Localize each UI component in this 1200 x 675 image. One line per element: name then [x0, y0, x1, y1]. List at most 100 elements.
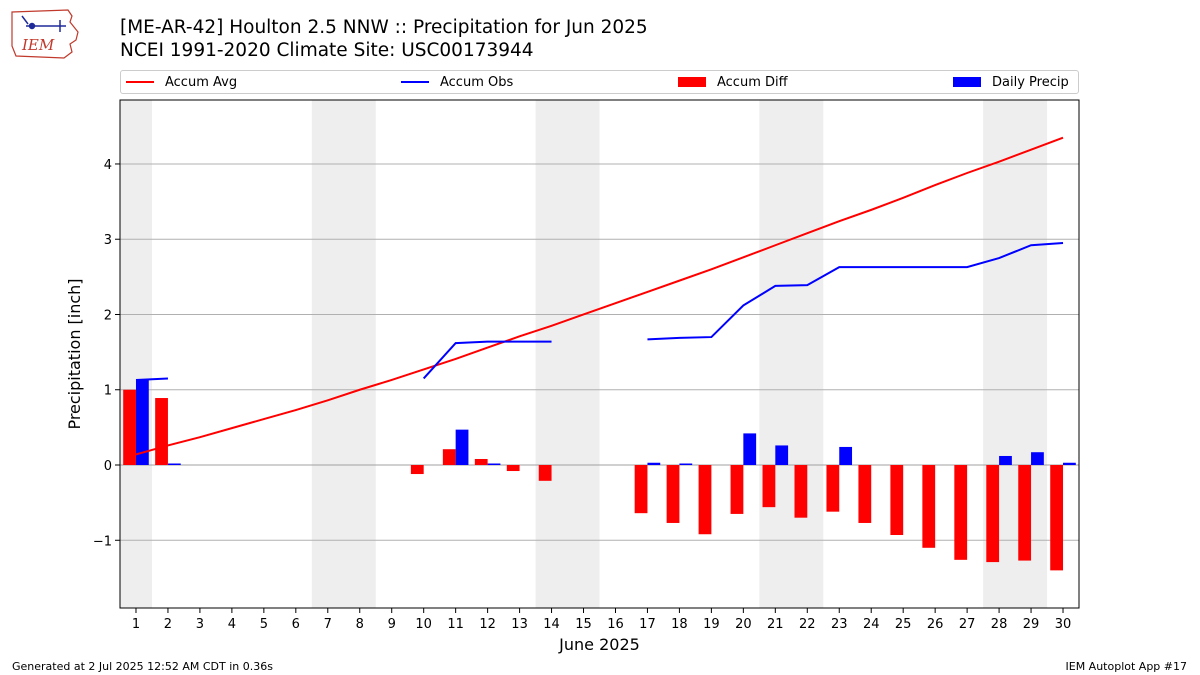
x-tick-label: 2 — [164, 617, 172, 632]
x-tick-label: 4 — [228, 617, 236, 632]
accum-diff-bar — [922, 465, 936, 548]
accum-diff-bar — [858, 465, 872, 523]
chart-subtitle: NCEI 1991-2020 Climate Site: USC00173944 — [120, 40, 534, 61]
accum-diff-bar — [794, 465, 808, 518]
x-tick-label: 27 — [959, 617, 976, 632]
legend-label: Accum Diff — [717, 74, 788, 90]
x-tick-label: 13 — [511, 617, 528, 632]
accum-diff-bar — [410, 465, 424, 475]
x-tick-label: 20 — [735, 617, 752, 632]
y-tick-label: 2 — [104, 308, 112, 323]
x-tick-label: 8 — [356, 617, 364, 632]
x-tick-label: 17 — [639, 617, 656, 632]
x-tick-label: 16 — [607, 617, 624, 632]
x-tick-label: 11 — [447, 617, 464, 632]
y-axis-label: Precipitation [inch] — [65, 278, 84, 429]
accum-diff-bar — [1050, 465, 1064, 571]
x-tick-label: 15 — [575, 617, 592, 632]
logo-text: IEM — [21, 36, 55, 54]
x-tick-label: 12 — [479, 617, 496, 632]
accum-diff-bar — [954, 465, 968, 560]
legend-swatch — [126, 81, 154, 83]
accum-diff-bar — [1018, 465, 1032, 561]
x-tick-label: 25 — [895, 617, 912, 632]
legend-swatch — [953, 77, 981, 87]
legend-label: Accum Avg — [165, 74, 238, 90]
x-tick-label: 5 — [260, 617, 268, 632]
x-tick-label: 9 — [388, 617, 396, 632]
weekend-band — [759, 100, 824, 608]
weather-station-icon — [21, 15, 66, 32]
footer-app-text: IEM Autoplot App #17 — [1065, 660, 1188, 673]
iowa-outline-icon — [11, 9, 79, 59]
accum-diff-bar — [506, 465, 520, 472]
x-tick-label: 14 — [543, 617, 560, 632]
legend-item-daily-precip: Daily Precip — [953, 74, 1069, 90]
y-tick-label: −1 — [93, 534, 112, 549]
daily-precip-bar — [167, 463, 181, 466]
accum-diff-bar — [730, 465, 744, 514]
daily-precip-bar — [839, 446, 853, 466]
accum-diff-bar — [634, 465, 648, 514]
x-tick-label: 23 — [831, 617, 848, 632]
x-tick-label: 18 — [671, 617, 688, 632]
accum-diff-bar — [826, 465, 840, 512]
y-tick-label: 3 — [104, 233, 112, 248]
daily-precip-bar — [487, 463, 501, 466]
daily-precip-bar — [455, 429, 469, 466]
iem-logo: IEM — [11, 9, 79, 59]
daily-precip-bar — [1031, 452, 1044, 466]
daily-precip-bar — [999, 455, 1012, 466]
accum-obs-line — [135, 377, 168, 381]
accum-diff-bar — [442, 449, 456, 466]
x-tick-label: 24 — [863, 617, 880, 632]
legend-item-accum-avg: Accum Avg — [126, 74, 237, 90]
x-tick-label: 3 — [196, 617, 204, 632]
daily-precip-bar — [647, 462, 661, 466]
legend-label: Accum Obs — [440, 74, 514, 90]
weekend-band — [120, 100, 152, 608]
accum-diff-bar — [890, 465, 904, 535]
daily-precip-bar — [679, 463, 693, 466]
x-tick-label: 22 — [799, 617, 816, 632]
legend: Accum Avg Accum Obs Accum Diff Daily Pre… — [120, 70, 1079, 94]
x-tick-label: 30 — [1055, 617, 1072, 632]
x-tick-label: 1 — [132, 617, 140, 632]
accum-diff-bar — [538, 465, 552, 481]
x-tick-label: 6 — [292, 617, 300, 632]
daily-precip-bar — [743, 433, 757, 466]
footer-generated-text: Generated at 2 Jul 2025 12:52 AM CDT in … — [12, 660, 273, 673]
x-tick-label: 28 — [991, 617, 1008, 632]
weekend-band — [311, 100, 376, 608]
chart-title: [ME-AR-42] Houlton 2.5 NNW :: Precipitat… — [120, 17, 648, 38]
accum-diff-bar — [698, 465, 712, 535]
legend-item-accum-obs: Accum Obs — [401, 74, 513, 90]
weekend-band — [535, 100, 600, 608]
legend-swatch — [401, 81, 429, 83]
legend-swatch — [678, 77, 706, 87]
accum-avg-line — [135, 136, 1064, 456]
x-tick-label: 7 — [324, 617, 332, 632]
legend-item-accum-diff: Accum Diff — [678, 74, 788, 90]
accum-diff-bar — [666, 465, 680, 523]
y-tick-label: 4 — [104, 158, 112, 173]
accum-diff-bar — [762, 465, 776, 508]
accum-diff-bar — [155, 398, 168, 466]
plot-frame — [119, 99, 1080, 609]
daily-precip-bar — [1063, 462, 1076, 466]
accum-obs-line — [422, 340, 552, 380]
x-tick-label: 26 — [927, 617, 944, 632]
accum-diff-bar — [986, 465, 1000, 563]
accum-obs-line — [647, 241, 1064, 341]
x-tick-label: 19 — [703, 617, 720, 632]
legend-label: Daily Precip — [992, 74, 1069, 90]
y-tick-label: 0 — [104, 459, 112, 474]
x-tick-label: 10 — [415, 617, 432, 632]
accum-diff-bar — [474, 458, 488, 466]
y-tick-label: 1 — [104, 384, 112, 399]
x-tick-label: 29 — [1023, 617, 1040, 632]
accum-diff-bar — [123, 389, 136, 466]
x-tick-label: 21 — [767, 617, 784, 632]
daily-precip-bar — [135, 379, 149, 466]
